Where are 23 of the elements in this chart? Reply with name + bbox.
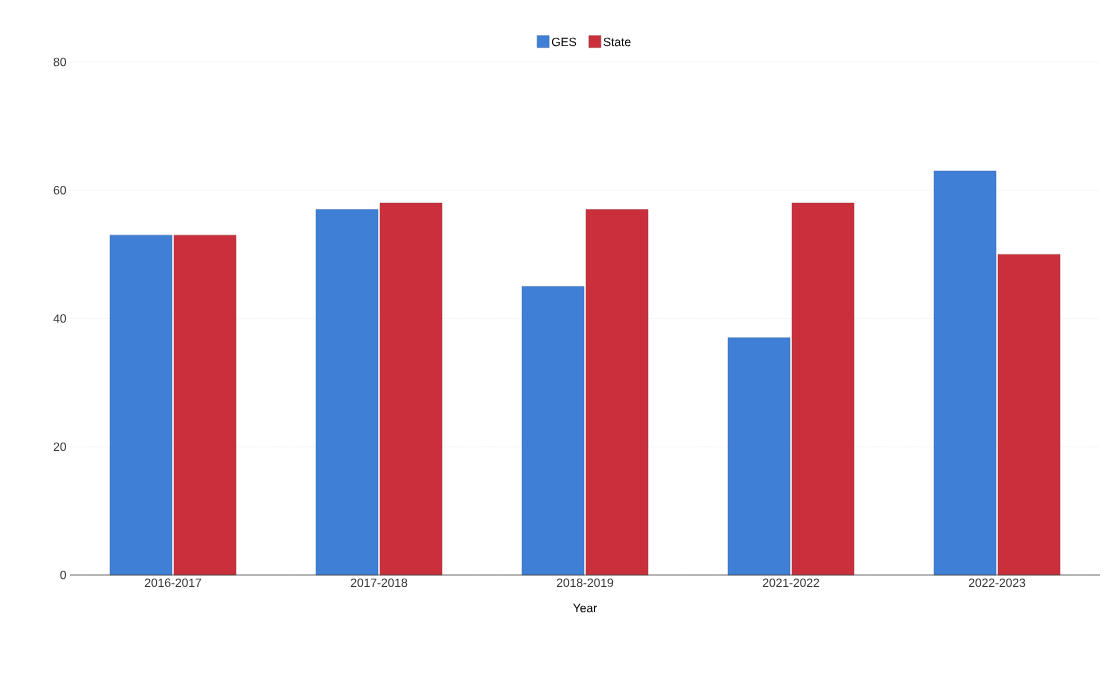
bar [585,209,649,576]
bar [109,234,173,576]
x-tick-label: 2017-2018 [350,578,408,588]
y-tick-label: 0 [60,570,67,580]
x-tick-label: 2022-2023 [968,578,1026,588]
y-tick-label: 20 [53,442,67,452]
y-tick-label: 40 [53,314,67,323]
x-tick-label: 2021-2022 [762,578,820,588]
bar [379,202,443,576]
y-tick-label: 80 [53,57,67,67]
bar [791,202,855,576]
x-axis-title: Year [573,603,597,613]
y-tick-label: 60 [53,186,67,195]
legend-label: State [603,37,631,47]
bar [173,234,237,576]
bar [727,337,791,576]
bar [315,209,379,576]
x-tick-label: 2018-2019 [556,578,614,588]
bar [997,254,1061,576]
x-tick-label: 2016-2017 [144,578,202,588]
bar [933,170,997,576]
legend-label: GES [551,37,577,47]
bar [521,286,585,576]
